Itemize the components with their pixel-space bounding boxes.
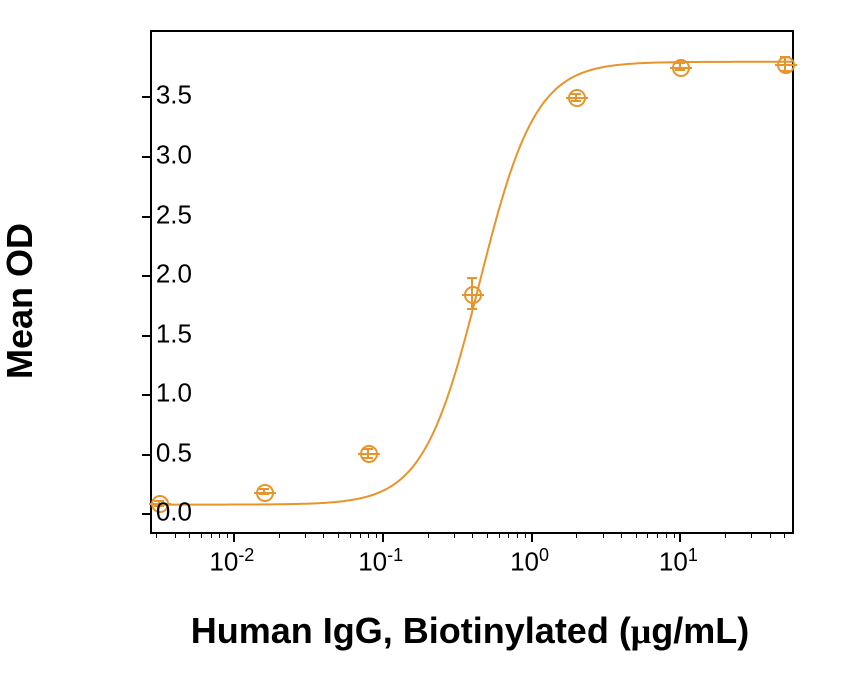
x-tick-minor xyxy=(338,532,339,538)
x-tick-minor xyxy=(517,532,518,538)
x-tick-minor xyxy=(576,532,577,538)
y-tick xyxy=(142,156,152,158)
x-tick-minor xyxy=(751,532,752,538)
plot-area xyxy=(150,30,794,534)
x-tick-minor xyxy=(211,532,212,538)
y-tick xyxy=(142,96,152,98)
x-tick xyxy=(233,532,235,542)
y-tick xyxy=(142,216,152,218)
x-tick-label: 101 xyxy=(659,545,698,578)
y-tick-label: 3.0 xyxy=(156,140,192,171)
x-tick-minor xyxy=(508,532,509,538)
x-tick-label: 100 xyxy=(510,545,549,578)
error-cap-top xyxy=(467,277,477,279)
x-tick-minor xyxy=(279,532,280,538)
x-tick-minor xyxy=(499,532,500,538)
marker-circle-icon xyxy=(568,89,586,107)
marker-circle-icon xyxy=(672,59,690,77)
marker-circle-icon xyxy=(256,484,274,502)
error-cap-bottom xyxy=(467,308,477,310)
x-tick-minor xyxy=(603,532,604,538)
y-tick xyxy=(142,394,152,396)
x-tick-label: 10-1 xyxy=(358,545,403,578)
x-tick-minor xyxy=(189,532,190,538)
x-tick-minor xyxy=(376,532,377,538)
y-tick-label: 2.0 xyxy=(156,259,192,290)
x-tick-minor xyxy=(156,532,157,538)
y-tick-label: 1.0 xyxy=(156,378,192,409)
marker-circle-icon xyxy=(360,445,378,463)
x-tick-minor xyxy=(636,532,637,538)
y-tick-label: 0.0 xyxy=(156,497,192,528)
chart-container: Mean OD Human IgG, Biotinylated (μg/mL) … xyxy=(0,0,847,690)
x-tick-minor xyxy=(784,532,785,538)
marker-circle-icon xyxy=(464,286,482,304)
y-tick-label: 1.5 xyxy=(156,318,192,349)
x-tick-minor xyxy=(175,532,176,538)
x-tick-minor xyxy=(323,532,324,538)
x-tick xyxy=(382,532,384,542)
x-tick-minor xyxy=(454,532,455,538)
x-tick-minor xyxy=(472,532,473,538)
y-tick xyxy=(142,275,152,277)
x-tick-minor xyxy=(350,532,351,538)
x-axis-label-unit: μ xyxy=(631,611,651,651)
y-tick xyxy=(142,454,152,456)
x-tick-minor xyxy=(525,532,526,538)
x-tick-minor xyxy=(487,532,488,538)
y-tick-label: 0.5 xyxy=(156,437,192,468)
x-tick-minor xyxy=(428,532,429,538)
x-tick-minor xyxy=(621,532,622,538)
x-tick-minor xyxy=(305,532,306,538)
x-tick-minor xyxy=(368,532,369,538)
x-tick-minor xyxy=(674,532,675,538)
y-axis-label: Mean OD xyxy=(0,223,41,379)
x-tick-minor xyxy=(725,532,726,538)
y-tick-label: 2.5 xyxy=(156,199,192,230)
x-tick xyxy=(531,532,533,542)
x-axis-label-suffix: g/mL) xyxy=(651,610,749,651)
y-tick xyxy=(142,513,152,515)
x-tick-minor xyxy=(227,532,228,538)
y-tick xyxy=(142,335,152,337)
x-tick-minor xyxy=(666,532,667,538)
x-tick-minor xyxy=(657,532,658,538)
x-axis-label-prefix: Human IgG, Biotinylated ( xyxy=(191,610,631,651)
x-tick-label: 10-2 xyxy=(209,545,254,578)
x-tick-minor xyxy=(360,532,361,538)
x-tick-minor xyxy=(219,532,220,538)
marker-circle-icon xyxy=(777,56,795,74)
y-tick-label: 3.5 xyxy=(156,80,192,111)
x-axis-label: Human IgG, Biotinylated (μg/mL) xyxy=(191,610,749,652)
x-tick xyxy=(679,532,681,542)
x-tick-minor xyxy=(647,532,648,538)
x-tick-minor xyxy=(770,532,771,538)
x-tick-minor xyxy=(201,532,202,538)
